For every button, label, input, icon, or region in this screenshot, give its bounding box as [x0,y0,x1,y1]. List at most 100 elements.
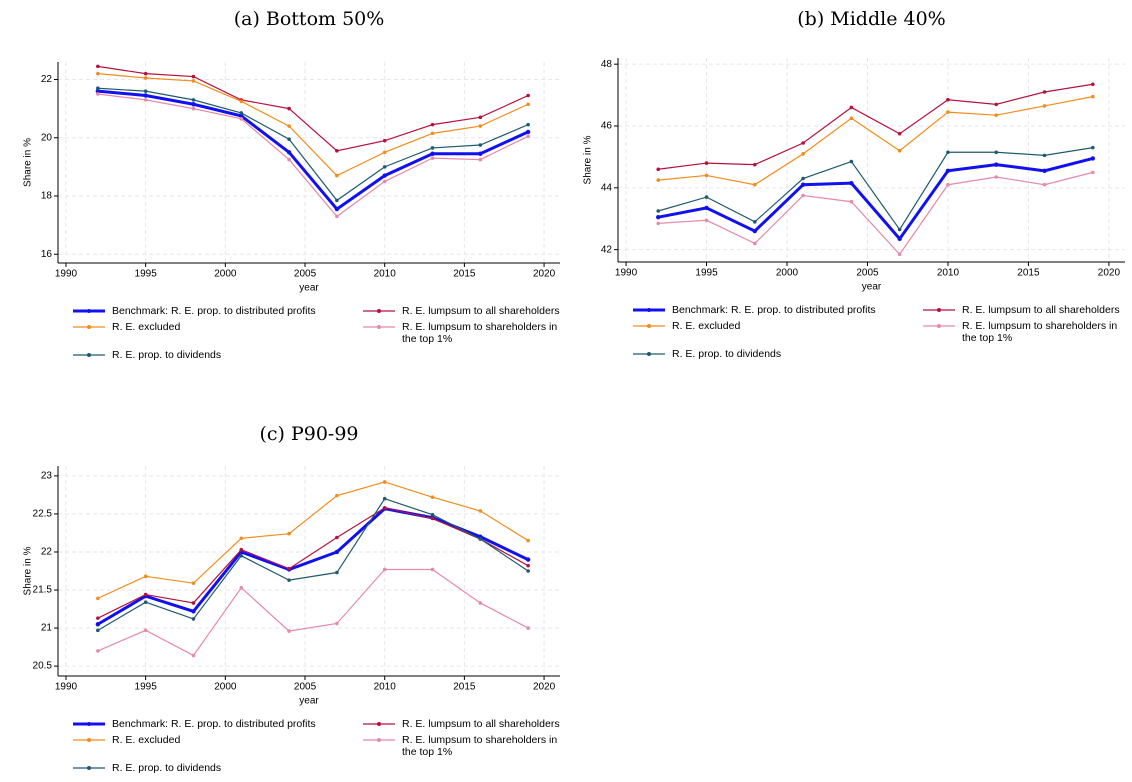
y-tick-label: 16 [41,249,53,260]
legend-swatch [73,738,105,742]
legend-label: R. E. excluded [672,320,741,332]
legend-swatch [633,308,665,312]
x-tick-label: 1990 [55,682,78,693]
series-line [97,73,529,177]
series-marker [239,113,244,119]
legend-label: Benchmark: R. E. prop. to distributed pr… [112,718,316,730]
legend-item: R. E. lumpsum to shareholders in the top… [362,734,562,758]
legend-item: R. E. prop. to dividends [72,762,362,774]
series-line [97,506,529,626]
series-marker [526,122,530,127]
legend-label: R. E. excluded [112,321,181,333]
x-tick-label: 1995 [135,682,158,693]
y-tick-label: 18 [41,191,53,202]
legend-swatch [73,309,105,313]
series-marker [430,512,435,517]
legend-item: R. E. lumpsum to shareholders in the top… [362,321,562,345]
series-marker [1091,82,1095,87]
series-marker [287,137,291,141]
legend-label: R. E. lumpsum to all shareholders [402,305,560,317]
series-marker [1091,170,1095,175]
x-tick-label: 2020 [533,682,556,693]
series-marker [335,570,339,575]
y-tick-label: 48 [601,59,613,70]
legend-label: R. E. lumpsum to shareholders in the top… [402,321,558,345]
legend-swatch [73,325,105,329]
legend-label: R. E. lumpsum to shareholders in the top… [962,320,1118,344]
x-axis-label: year [862,282,882,293]
series-line [97,87,529,202]
series-marker [239,111,244,115]
series-line [658,147,1093,231]
x-tick-label: 2010 [374,269,397,280]
series-marker [526,134,530,139]
series-marker [430,156,435,160]
series-marker [704,218,709,223]
legend-marker [647,308,651,312]
series-marker [656,214,661,220]
series-marker [96,649,100,653]
series-marker [704,161,709,165]
legend: Benchmark: R. E. prop. to distributed pr… [72,718,562,774]
legend-swatch [363,309,395,313]
x-tick-label: 2000 [214,269,237,280]
x-tick-label: 2005 [294,269,317,280]
series-marker [382,506,387,510]
legend-marker [87,766,91,770]
series-line [658,171,1093,256]
series-marker [96,71,100,76]
legend-marker [377,722,381,726]
series-marker [334,549,340,555]
legend-item: Benchmark: R. E. prop. to distributed pr… [72,718,362,730]
x-axis-label: year [299,696,319,707]
series-marker [191,106,196,111]
series-marker [800,182,806,187]
legend-swatch [363,722,395,726]
legend-marker [937,308,941,312]
series-marker [335,173,339,178]
series-marker [526,569,530,573]
series-marker [994,102,999,107]
series-marker [143,628,148,633]
series-marker [239,553,244,558]
series-marker [239,585,244,590]
series-line [97,93,529,218]
series-marker [478,151,483,156]
series-marker [239,547,244,552]
series-marker [430,495,435,499]
legend-label: R. E. prop. to dividends [112,349,222,361]
y-tick-label: 20 [41,132,53,143]
series-marker [286,150,292,155]
legend-item: Benchmark: R. E. prop. to distributed pr… [632,304,922,316]
series-marker [752,228,758,234]
legend: Benchmark: R. E. prop. to distributed pr… [632,304,1122,360]
series-marker [994,162,999,167]
series-marker [525,129,531,135]
series-marker [287,106,291,111]
series-marker [478,157,483,162]
series-marker [96,86,100,91]
series-marker [96,628,100,633]
series-marker [239,99,244,104]
series-marker [1042,90,1047,94]
series-line [97,65,529,152]
panel: (c) P90-99 20.5 21 21.5 22 22.5 23 1990 1995 2000… [23,423,560,707]
series-marker [849,159,854,164]
legend-swatch [73,766,105,770]
legend-item: Benchmark: R. E. prop. to distributed pr… [72,305,362,317]
series-marker [656,178,661,182]
legend-marker [647,324,651,328]
series-marker [704,195,709,199]
series-marker [801,176,805,181]
series-marker [430,151,435,156]
series-marker [430,567,435,572]
y-tick-label: 23 [41,471,53,482]
x-tick-label: 1995 [695,268,718,279]
y-axis-label: Share in % [23,138,34,187]
series-marker [143,76,148,80]
series-marker [897,227,902,232]
series-marker [143,71,148,76]
legend-item: R. E. lumpsum to all shareholders [362,305,562,317]
